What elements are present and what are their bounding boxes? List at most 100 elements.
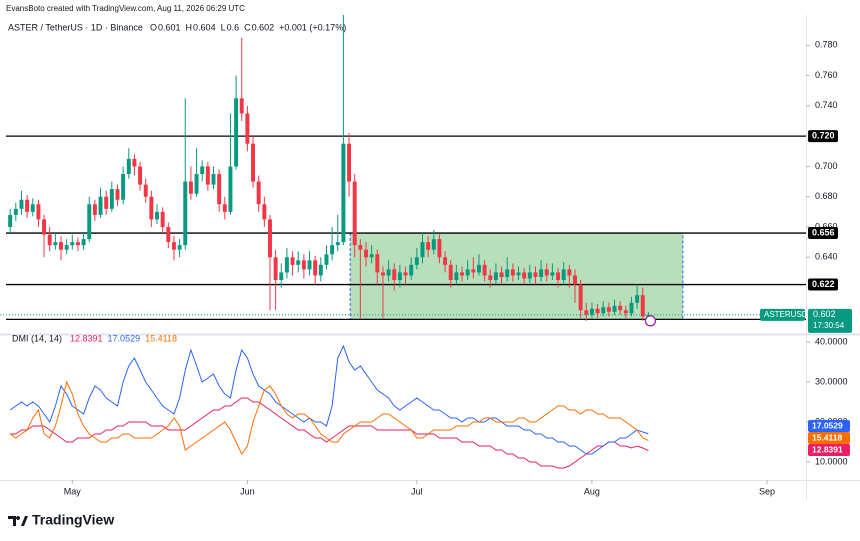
dmi-badge-text: 15.4118 (812, 432, 843, 442)
candle-body (53, 242, 58, 246)
y-tick-label: 0.640 (815, 252, 838, 262)
candle-body (30, 204, 35, 212)
candle-body (640, 295, 645, 317)
candle-body (623, 310, 628, 314)
logo: TradingView (8, 512, 114, 528)
x-tick-label: Jun (240, 486, 255, 496)
candle-body (25, 199, 30, 212)
candle-body (239, 98, 244, 114)
x-tick-label: Sep (759, 486, 775, 496)
candle-body (386, 269, 391, 276)
candle-body (352, 181, 357, 246)
ohlc-label: L (221, 22, 226, 32)
candle-body (115, 189, 120, 200)
dmi-legend-value: 12.8391 (70, 333, 103, 343)
candle-body (13, 208, 18, 215)
candle-body (380, 272, 385, 276)
candle-body (335, 242, 340, 246)
candle-body (36, 204, 41, 220)
candle-body (409, 264, 414, 276)
y-tick-label: 40.0000 (815, 336, 848, 346)
logo-icon (8, 516, 28, 526)
x-tick-label: Aug (584, 486, 600, 496)
dmi-line (9, 380, 649, 455)
candle-body (375, 254, 380, 273)
candle-body (279, 272, 284, 280)
candle-body (454, 272, 459, 280)
dmi-badge-text: 12.8391 (812, 444, 843, 454)
candle-body (431, 239, 436, 250)
price-badge-text: 0.602 (813, 309, 836, 319)
dmi-line (9, 344, 649, 455)
candle-body (273, 257, 278, 280)
dmi-badge (808, 432, 850, 444)
candle-body (482, 264, 487, 276)
candle-body (121, 174, 126, 200)
level-badge (808, 130, 838, 143)
candle-body (561, 269, 566, 280)
y-tick-label: 30.0000 (815, 376, 848, 386)
ohlc-label: C (244, 22, 251, 32)
y-tick-label: 0.760 (815, 70, 838, 80)
candle-body (516, 272, 521, 276)
candle-body (70, 242, 75, 246)
candle-body (533, 272, 538, 277)
countdown: 17:30:54 (813, 321, 845, 330)
candle-body (505, 269, 510, 277)
y-tick-label: 0.660 (815, 221, 838, 231)
symbol-badge (760, 308, 805, 321)
candle-body (358, 245, 363, 250)
candle-body (307, 260, 312, 270)
candle-body (606, 307, 611, 312)
candle-body (476, 264, 481, 273)
alert-icon (644, 315, 657, 327)
candle-body (200, 166, 205, 174)
price-badge (808, 308, 852, 333)
candle-body (126, 158, 131, 174)
change: +0.001 (+0.17%) (279, 22, 346, 32)
candle-body (318, 264, 323, 276)
candle-body (301, 260, 306, 270)
candle-body (567, 269, 572, 276)
candle-body (465, 269, 470, 276)
candle-body (188, 181, 193, 194)
candle-body (75, 242, 80, 246)
candle-body (612, 305, 617, 312)
symbol-badge-text: ASTERUSDT (764, 310, 813, 319)
candle-body (397, 272, 402, 280)
dmi-lines (9, 344, 649, 469)
candle-body (245, 113, 250, 144)
y-tick-label: 0.680 (815, 191, 838, 201)
candle-body (392, 269, 397, 280)
candle-body (19, 199, 24, 209)
candle-body (635, 295, 640, 303)
candle-body (81, 239, 86, 246)
candle-body (262, 204, 267, 220)
credit: EvansBoto created with TradingView.com, … (6, 4, 245, 13)
candle-body (59, 242, 63, 250)
candle-body (313, 260, 318, 276)
candle-body (256, 181, 261, 205)
candle-body (149, 196, 154, 220)
candle-body (155, 211, 159, 220)
x-tick-label: May (64, 486, 82, 496)
dmi-legend-value: 17.0529 (108, 333, 141, 343)
candle-body (92, 204, 97, 215)
candle-body (183, 181, 188, 246)
candle-body (584, 310, 589, 315)
candle-body (539, 269, 544, 277)
level-label: 0.720 (812, 131, 835, 141)
candle-body (403, 272, 408, 276)
y-tick-label: 10.0000 (815, 456, 848, 466)
candle-body (544, 269, 549, 276)
level-badge (808, 278, 838, 291)
candle-body (138, 166, 143, 185)
candle-body (171, 242, 176, 250)
dmi-badge (808, 444, 850, 456)
candle-body (104, 196, 109, 209)
candle-body (488, 275, 493, 280)
x-tick-label: Jul (411, 486, 423, 496)
candle-body (341, 143, 346, 243)
